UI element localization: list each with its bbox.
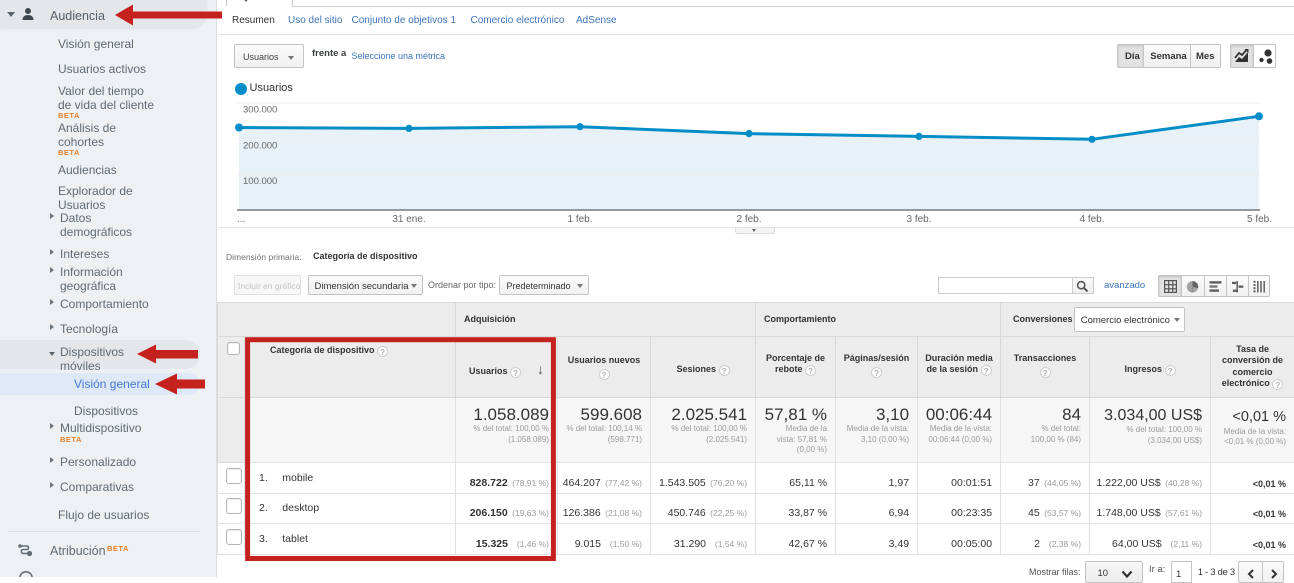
svg-text:...: ... — [237, 214, 245, 225]
svg-text:4 feb.: 4 feb. — [1079, 214, 1104, 225]
svg-text:1 feb.: 1 feb. — [567, 214, 592, 225]
svg-text:200.000: 200.000 — [243, 140, 277, 151]
svg-text:300.000: 300.000 — [243, 105, 277, 116]
svg-text:2 feb.: 2 feb. — [736, 214, 761, 225]
svg-text:100.000: 100.000 — [243, 176, 277, 187]
svg-text:5 feb.: 5 feb. — [1247, 214, 1272, 225]
svg-text:31 ene.: 31 ene. — [392, 214, 425, 225]
svg-text:3 feb.: 3 feb. — [906, 214, 931, 225]
